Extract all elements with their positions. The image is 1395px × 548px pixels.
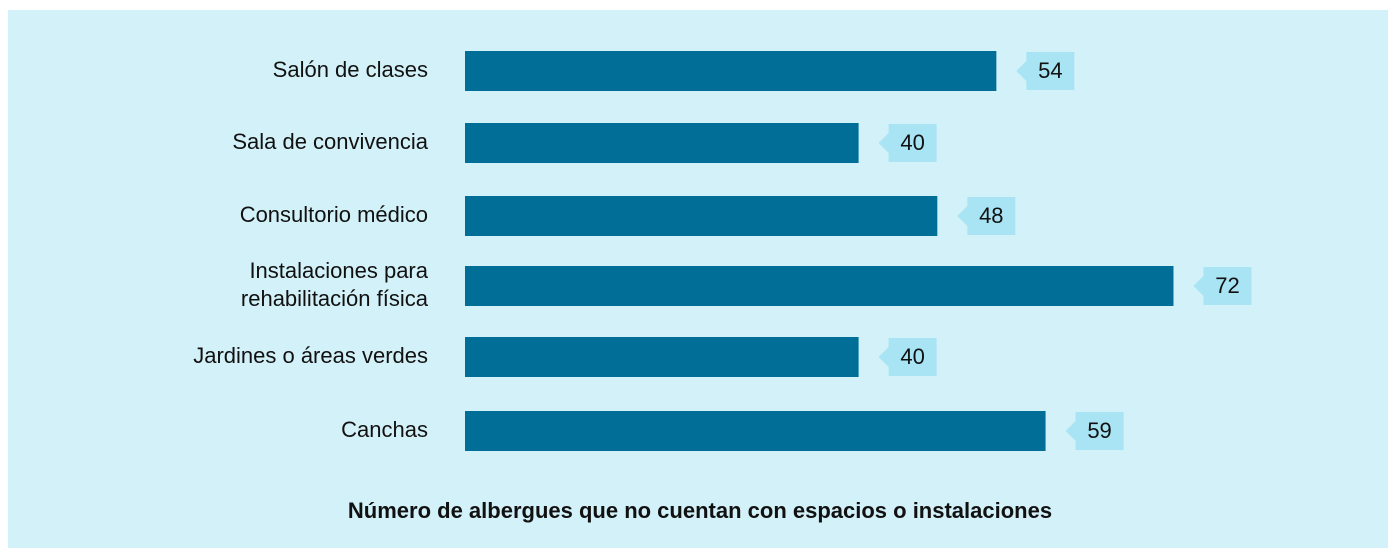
bar <box>465 196 938 236</box>
value-label: 48 <box>979 203 1003 228</box>
category-label-line: Sala de convivencia <box>232 129 428 154</box>
category-label-line: rehabilitación física <box>241 286 429 311</box>
chart-title: Número de albergues que no cuentan con e… <box>348 498 1052 523</box>
category-label: Jardines o áreas verdes <box>193 343 428 368</box>
value-label-box <box>878 124 937 162</box>
value-label-box <box>957 197 1016 235</box>
category-label-line: Canchas <box>341 417 428 442</box>
value-label: 54 <box>1038 58 1062 83</box>
category-label: Consultorio médico <box>240 202 428 227</box>
category-label-line: Instalaciones para <box>249 258 428 283</box>
bar <box>465 337 859 377</box>
bar <box>465 123 859 163</box>
value-label-box <box>1065 412 1124 450</box>
category-label: Instalaciones para rehabilitación física <box>241 258 429 311</box>
category-label: Canchas <box>341 417 428 442</box>
category-label-line: Salón de clases <box>273 57 428 82</box>
value-label: 72 <box>1215 273 1239 298</box>
value-label-box <box>1193 267 1252 305</box>
value-label: 40 <box>900 344 924 369</box>
value-label: 40 <box>900 130 924 155</box>
category-label: Sala de convivencia <box>232 129 428 154</box>
category-label-line: Consultorio médico <box>240 202 428 227</box>
bar <box>465 266 1174 306</box>
category-label-line: Jardines o áreas verdes <box>193 343 428 368</box>
value-label-box <box>1016 52 1075 90</box>
value-label: 59 <box>1087 418 1111 443</box>
bar <box>465 51 997 91</box>
category-label: Salón de clases <box>273 57 428 82</box>
value-label-box <box>878 338 937 376</box>
bar <box>465 411 1046 451</box>
